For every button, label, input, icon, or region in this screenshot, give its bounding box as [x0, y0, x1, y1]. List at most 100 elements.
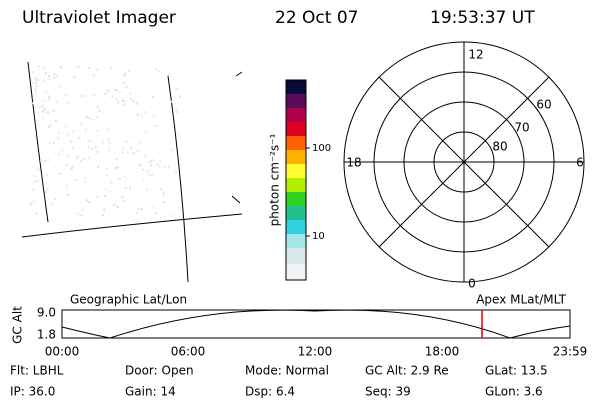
speckle — [176, 111, 179, 114]
speckle — [84, 116, 87, 119]
speckle — [53, 72, 56, 75]
status-field: Dsp: 6.4 — [245, 385, 295, 399]
speckle — [41, 116, 44, 119]
speckle — [157, 70, 160, 73]
speckle — [133, 100, 136, 103]
speckle — [162, 201, 165, 204]
speckle — [129, 188, 132, 191]
speckle — [154, 212, 157, 215]
speckle — [55, 74, 58, 77]
speckle — [77, 65, 80, 68]
status-field: Flt: LBHL — [10, 364, 64, 378]
speckle — [32, 188, 35, 191]
color-cell — [286, 264, 306, 280]
speckle — [124, 186, 127, 189]
time: 19:53:37 UT — [430, 8, 535, 28]
speckle — [126, 151, 129, 154]
speckle — [43, 100, 46, 103]
orbit-x-tick-label: 12:00 — [298, 345, 333, 359]
speckle — [75, 157, 78, 160]
speckle — [93, 93, 96, 96]
orbit-frame — [61, 309, 571, 339]
speckle — [128, 185, 131, 188]
speckle — [91, 118, 94, 121]
speckle — [34, 175, 37, 178]
speckle — [108, 142, 111, 145]
speckle — [47, 125, 50, 128]
speckle — [94, 146, 97, 149]
speckle — [138, 164, 141, 167]
speckle — [38, 106, 41, 109]
speckle — [163, 165, 166, 168]
speckle — [74, 178, 77, 181]
speckle — [124, 72, 127, 75]
spoke — [378, 76, 550, 248]
speckle — [177, 132, 180, 135]
speckle — [151, 174, 154, 177]
speckle — [41, 105, 44, 108]
speckle — [48, 74, 51, 77]
speckle — [41, 110, 44, 113]
speckle — [49, 124, 52, 127]
speckle — [45, 90, 48, 93]
polar-grid: 12 18 6 0 60 70 80 — [343, 41, 585, 291]
speckle — [34, 88, 37, 91]
speckle — [45, 71, 48, 74]
orbit-x-tick-label: 18:00 — [425, 345, 460, 359]
speckle — [33, 180, 36, 183]
speckle — [175, 108, 178, 111]
speckle — [65, 184, 68, 187]
speckle — [160, 187, 163, 190]
speckle — [96, 116, 99, 119]
mlt-label: 12 — [468, 48, 483, 62]
speckle — [31, 82, 34, 85]
speckle — [105, 173, 108, 176]
speckle — [129, 92, 132, 95]
speckle — [144, 111, 147, 114]
speckle — [76, 212, 79, 215]
speckle — [34, 77, 37, 80]
mlt-label: 18 — [346, 156, 361, 170]
speckle — [152, 96, 155, 99]
speckle — [159, 160, 162, 163]
speckle — [37, 65, 40, 68]
speckle — [162, 191, 165, 194]
speckle — [66, 133, 69, 136]
speckle — [80, 214, 83, 217]
grid-line — [235, 71, 243, 77]
speckle — [34, 90, 37, 93]
speckle — [128, 69, 131, 72]
color-cell — [286, 164, 306, 178]
colorbar-tick-label: 10 — [312, 231, 325, 242]
lat-label: 80 — [492, 140, 507, 154]
speckle — [108, 149, 111, 152]
speckle — [170, 100, 173, 103]
speckle — [48, 96, 51, 99]
speckle — [107, 127, 110, 130]
speckle — [137, 208, 140, 211]
speckle — [81, 95, 84, 98]
speckle — [87, 200, 90, 203]
color-cell — [286, 234, 306, 248]
speckle — [36, 79, 39, 82]
speckle — [140, 208, 143, 211]
speckle — [142, 168, 145, 171]
speckle — [151, 159, 154, 162]
color-cell — [286, 94, 306, 108]
speckle — [53, 142, 56, 145]
speckle — [31, 102, 34, 105]
speckle — [86, 199, 89, 202]
speckle — [107, 89, 110, 92]
color-cell — [286, 122, 306, 136]
grid-line — [27, 61, 49, 223]
speckle — [126, 85, 129, 88]
speckle — [58, 172, 61, 175]
status-field: GC Alt: 2.9 Re — [365, 364, 449, 378]
speckle — [150, 160, 153, 163]
color-cell — [286, 220, 306, 234]
speckle — [116, 206, 119, 209]
speckle — [70, 167, 73, 170]
speckle — [121, 151, 124, 154]
